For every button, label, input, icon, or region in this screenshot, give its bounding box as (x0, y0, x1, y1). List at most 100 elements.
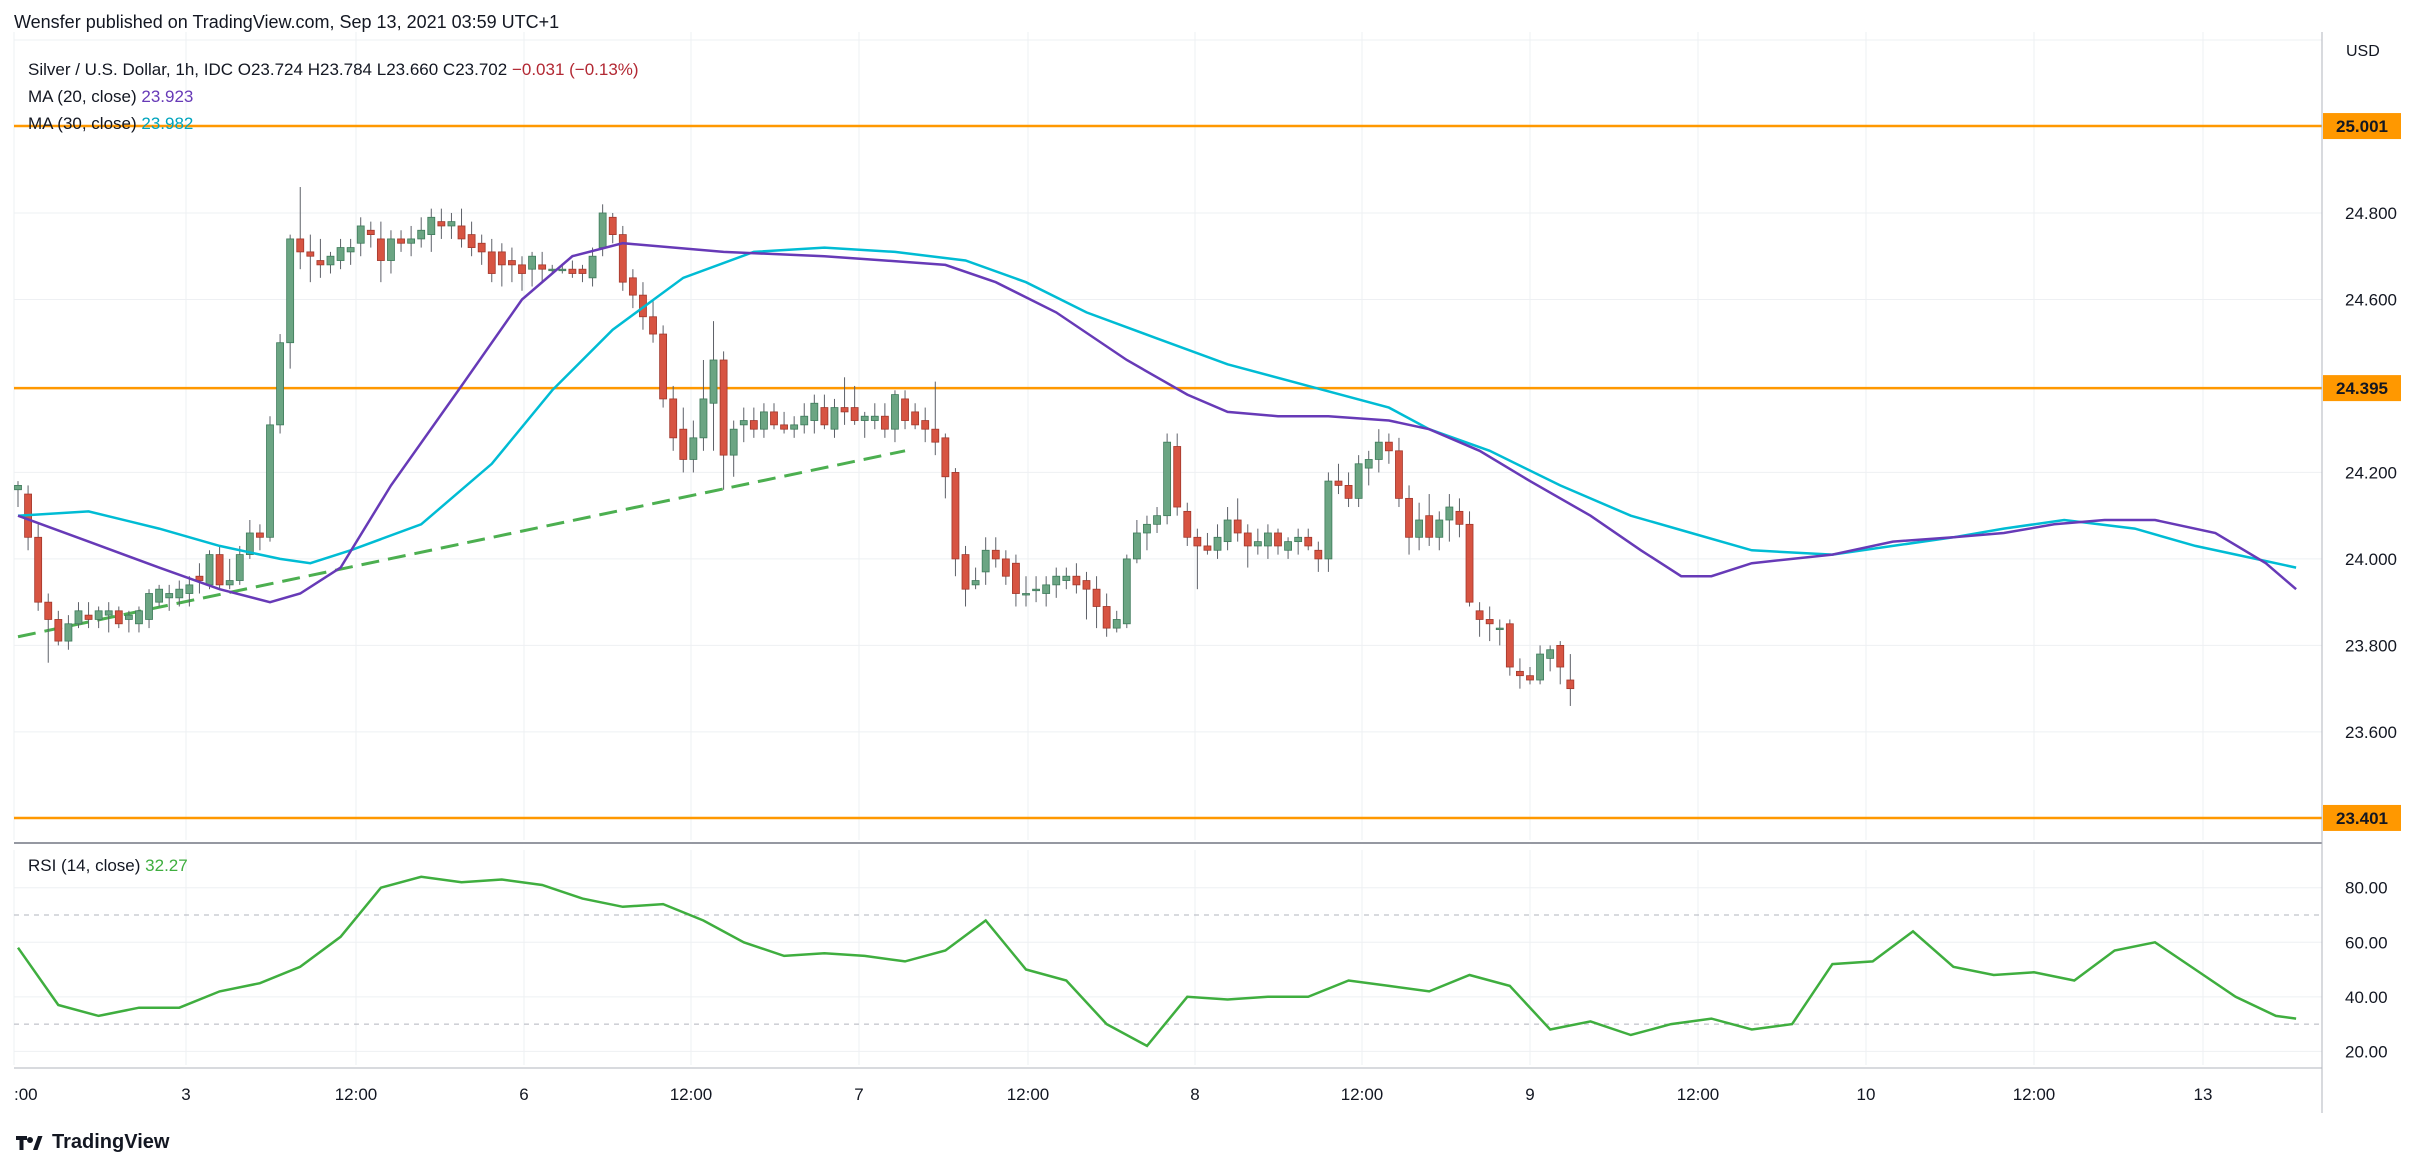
candle-down (1012, 562, 1020, 594)
price-tick-label: 24.600 (2345, 290, 2397, 309)
ma20-value: 23.923 (141, 87, 194, 106)
candle-down (397, 238, 405, 244)
candle-up (1415, 519, 1424, 538)
support-trendline (17, 449, 906, 639)
rsi-line (16, 875, 2297, 1048)
candle-up (266, 424, 274, 538)
candle-up (1062, 575, 1071, 581)
candle-down (1072, 575, 1081, 586)
candle-down (1395, 450, 1403, 499)
candle-down (256, 532, 264, 538)
candle-down (1465, 523, 1474, 603)
candle-up (1022, 593, 1030, 596)
candle-up (387, 238, 395, 261)
candle-down (1425, 515, 1434, 538)
candle-down (296, 238, 305, 253)
candle-up (1032, 588, 1040, 592)
candle-down (1193, 536, 1202, 547)
candle-down (770, 411, 778, 426)
time-tick-label: 12:00 (2013, 1085, 2056, 1104)
ohlc-high: H23.784 (307, 60, 372, 79)
axes: 24.800 24.600 24.200 24.000 23.800 23.600 USD 2… (14, 32, 2401, 1113)
ohlc-open: O23.724 (237, 60, 303, 79)
ohlc-close: C23.702 (442, 60, 508, 79)
publisher-text: Wensfer published on TradingView.com, Se… (14, 12, 560, 32)
price-tick-label: 23.600 (2345, 723, 2397, 742)
candle-down (780, 424, 788, 430)
candle-up (124, 614, 133, 620)
moving-averages (17, 241, 2297, 604)
candle-up (447, 221, 456, 227)
candle-down (1314, 549, 1323, 560)
candle-up (1042, 584, 1051, 594)
time-tick-label: 12:00 (1007, 1085, 1050, 1104)
candle-up (1364, 459, 1373, 469)
candle-up (145, 593, 153, 620)
time-tick-label: 12:00 (1677, 1085, 1720, 1104)
candle-down (114, 610, 123, 625)
price-tick-label: 24.200 (2345, 463, 2397, 482)
candle-down (941, 437, 950, 478)
candle-up (830, 407, 839, 430)
price-change: −0.031 (−0.13%) (511, 60, 639, 79)
candle-down (34, 536, 43, 603)
candle-down (618, 234, 627, 283)
candle-up (790, 424, 799, 430)
candle-down (578, 268, 587, 274)
candle-down (568, 268, 577, 274)
footer-brand: TradingView (52, 1131, 170, 1153)
level-price-label: 25.001 (2336, 117, 2388, 136)
candle-down (1405, 497, 1413, 538)
tradingview-footer[interactable]: TradingView (14, 1131, 169, 1154)
candle-down (850, 407, 859, 421)
rsi-pane (14, 842, 2322, 1048)
candle-up (891, 394, 899, 430)
rsi-label[interactable]: RSI (14, close) (28, 856, 141, 875)
candle-down (669, 398, 678, 439)
candle-down (54, 619, 63, 642)
candle-down (1082, 580, 1091, 590)
candle-down (820, 407, 829, 426)
symbol-label[interactable]: Silver / U.S. Dollar, 1h, IDC (28, 60, 234, 79)
candle-down (508, 260, 516, 266)
ma30-row: MA (30, close) 23.982 (28, 110, 639, 137)
candle-down (487, 251, 496, 274)
time-tick-label: 7 (854, 1085, 863, 1104)
candle-down (1304, 536, 1313, 547)
candle-up (1132, 532, 1141, 560)
candle-down (1243, 532, 1252, 547)
horizontal-levels (14, 124, 2322, 820)
candle-up (1354, 463, 1363, 499)
candle-up (1163, 441, 1172, 517)
candle-down (951, 472, 960, 560)
time-tick-label: 12:00 (335, 1085, 378, 1104)
candle-down (1344, 485, 1353, 499)
ma30-label[interactable]: MA (30, close) (28, 114, 137, 133)
price-tick-label: 24.000 (2345, 550, 2397, 569)
candle-up (729, 428, 738, 456)
candle-up (1143, 523, 1151, 534)
candle-up (1294, 536, 1303, 543)
candle-up (155, 588, 164, 603)
ma20-label[interactable]: MA (20, close) (28, 87, 137, 106)
chart-legend: Silver / U.S. Dollar, 1h, IDC O23.724 H2… (28, 56, 639, 137)
candle-down (659, 333, 668, 400)
candle-up (245, 532, 254, 555)
candle-up (1112, 619, 1121, 629)
candle-up (1536, 653, 1544, 681)
publisher-header: Wensfer published on TradingView.com, Se… (14, 12, 559, 33)
candle-up (356, 225, 365, 244)
candle-down (1384, 441, 1393, 452)
tradingview-logo-icon (16, 1135, 43, 1150)
candle-up (1445, 506, 1454, 521)
candle-down (911, 411, 920, 426)
candle-up (860, 415, 869, 421)
candle-up (760, 411, 768, 430)
candle-down (679, 428, 688, 460)
candle-down (1102, 606, 1111, 629)
candle-up (689, 437, 698, 460)
candle-up (870, 415, 879, 421)
candle-up (427, 216, 436, 235)
candle-up (104, 610, 113, 616)
